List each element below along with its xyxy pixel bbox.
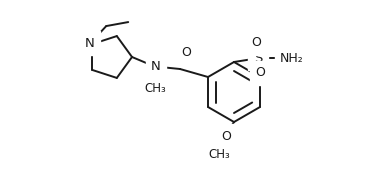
Text: NH₂: NH₂ xyxy=(280,51,304,64)
Text: O: O xyxy=(181,46,191,60)
Text: O: O xyxy=(251,36,261,50)
Text: O: O xyxy=(255,67,265,80)
Text: CH₃: CH₃ xyxy=(144,83,166,95)
Text: CH₃: CH₃ xyxy=(208,149,230,161)
Text: N: N xyxy=(84,36,94,50)
Text: N: N xyxy=(151,60,161,74)
Text: O: O xyxy=(221,129,231,143)
Text: S: S xyxy=(254,51,262,64)
